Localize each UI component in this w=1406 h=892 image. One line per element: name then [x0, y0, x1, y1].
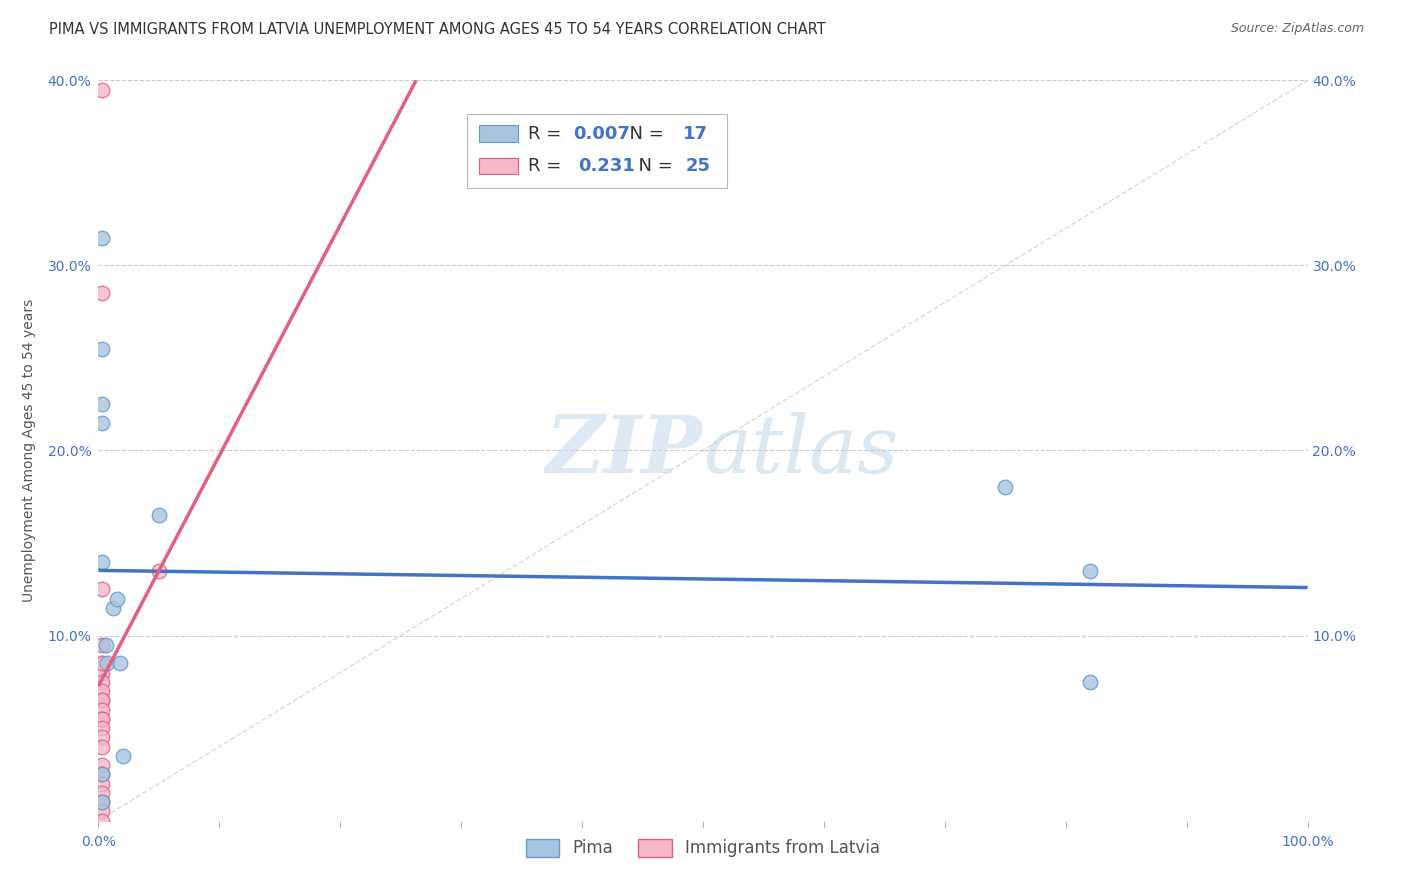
- Point: [91, 776, 114, 791]
- Point: [91, 638, 114, 652]
- Point: [91, 342, 114, 356]
- Text: 17: 17: [682, 125, 707, 143]
- Point: [91, 721, 114, 735]
- Point: [91, 703, 114, 717]
- Text: 0.231: 0.231: [578, 157, 636, 175]
- Point: [91, 582, 114, 597]
- Legend: Pima, Immigrants from Latvia: Pima, Immigrants from Latvia: [519, 832, 887, 864]
- Point: [111, 748, 134, 763]
- Point: [105, 591, 128, 606]
- FancyBboxPatch shape: [467, 113, 727, 187]
- Point: [91, 693, 114, 707]
- Point: [91, 684, 114, 698]
- Point: [91, 795, 114, 809]
- Text: N =: N =: [619, 125, 669, 143]
- Point: [91, 674, 114, 689]
- Point: [101, 600, 124, 615]
- Point: [94, 638, 117, 652]
- Text: N =: N =: [627, 157, 678, 175]
- Point: [108, 657, 131, 671]
- Point: [994, 481, 1017, 495]
- Text: ZIP: ZIP: [546, 412, 703, 489]
- Point: [148, 564, 170, 578]
- Point: [91, 814, 114, 828]
- Point: [91, 712, 114, 726]
- Text: atlas: atlas: [703, 412, 898, 489]
- Point: [91, 416, 114, 430]
- Point: [91, 657, 114, 671]
- Point: [1078, 674, 1101, 689]
- Point: [91, 665, 114, 680]
- Point: [91, 82, 114, 96]
- Point: [91, 712, 114, 726]
- Point: [91, 693, 114, 707]
- Point: [91, 739, 114, 754]
- Text: R =: R =: [527, 157, 572, 175]
- FancyBboxPatch shape: [479, 126, 517, 142]
- Point: [91, 731, 114, 745]
- Point: [1078, 564, 1101, 578]
- Point: [91, 286, 114, 301]
- Text: Source: ZipAtlas.com: Source: ZipAtlas.com: [1230, 22, 1364, 36]
- Point: [96, 657, 118, 671]
- Point: [148, 508, 170, 523]
- Point: [91, 767, 114, 781]
- Point: [91, 795, 114, 809]
- Point: [91, 767, 114, 781]
- Point: [91, 657, 114, 671]
- Point: [91, 230, 114, 244]
- Point: [91, 397, 114, 411]
- Point: [91, 805, 114, 819]
- Y-axis label: Unemployment Among Ages 45 to 54 years: Unemployment Among Ages 45 to 54 years: [22, 299, 37, 602]
- Point: [91, 786, 114, 800]
- Text: 25: 25: [686, 157, 711, 175]
- Text: R =: R =: [527, 125, 567, 143]
- Text: 0.007: 0.007: [574, 125, 630, 143]
- Point: [91, 554, 114, 569]
- Point: [91, 758, 114, 772]
- Text: PIMA VS IMMIGRANTS FROM LATVIA UNEMPLOYMENT AMONG AGES 45 TO 54 YEARS CORRELATIO: PIMA VS IMMIGRANTS FROM LATVIA UNEMPLOYM…: [49, 22, 825, 37]
- FancyBboxPatch shape: [479, 158, 517, 174]
